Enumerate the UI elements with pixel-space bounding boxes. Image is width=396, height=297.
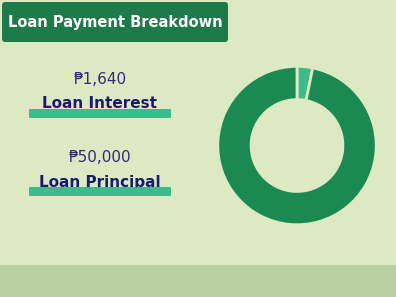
Text: Loan Payment Breakdown: Loan Payment Breakdown <box>8 15 222 29</box>
FancyBboxPatch shape <box>29 187 171 196</box>
Text: Loan Principal: Loan Principal <box>39 175 161 189</box>
FancyBboxPatch shape <box>2 2 228 42</box>
Text: ₱1,640: ₱1,640 <box>73 72 127 86</box>
Bar <box>0 265 396 297</box>
Wedge shape <box>297 66 313 100</box>
Text: ₱50,000: ₱50,000 <box>69 149 131 165</box>
Wedge shape <box>218 66 376 225</box>
FancyBboxPatch shape <box>29 109 171 118</box>
Text: Loan Interest: Loan Interest <box>42 97 158 111</box>
